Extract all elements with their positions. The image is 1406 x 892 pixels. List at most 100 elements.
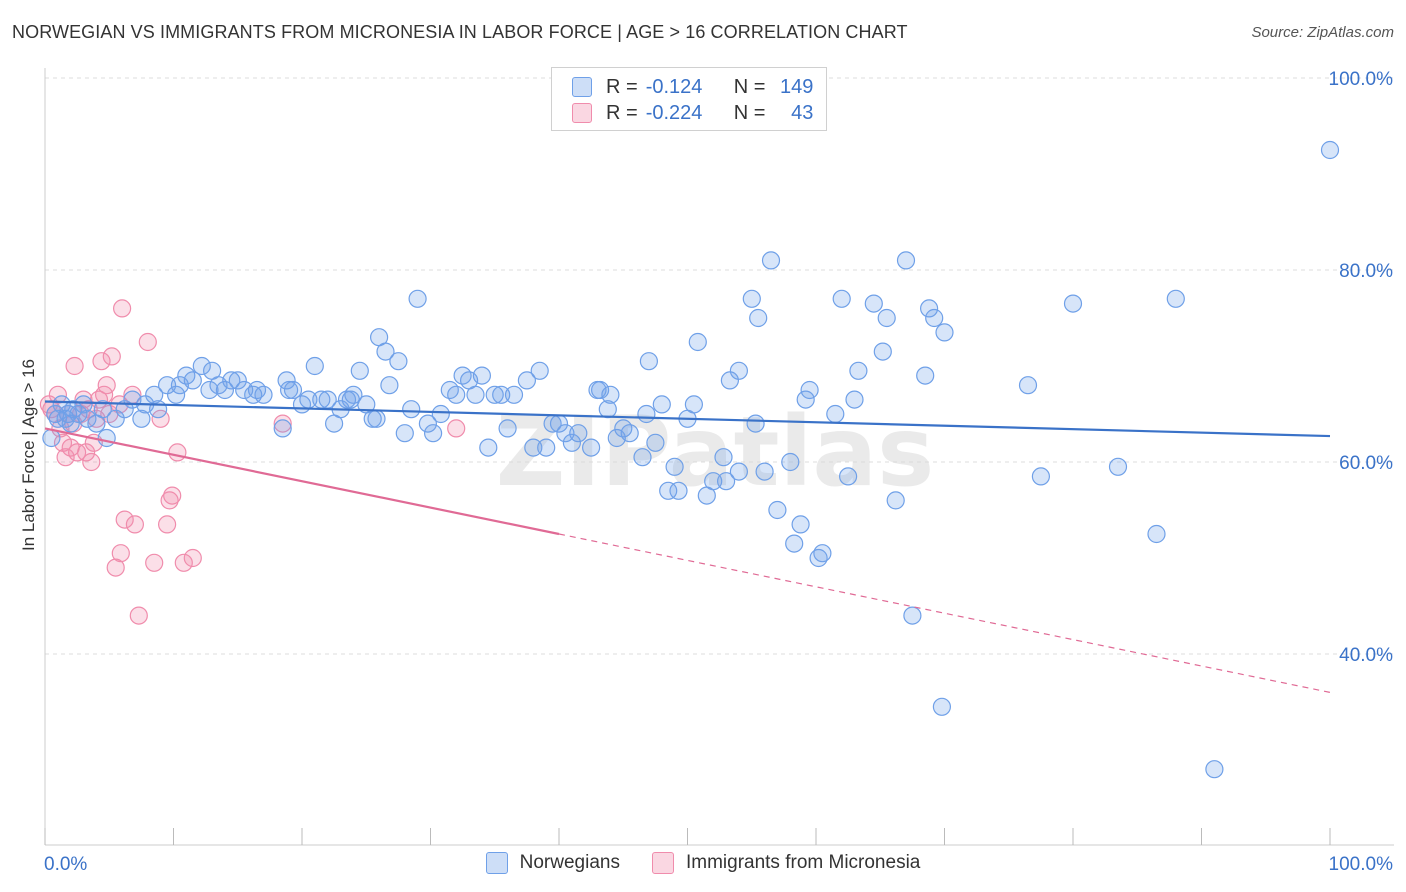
point-norwegians [367, 409, 386, 428]
grid-lines [45, 77, 1394, 655]
legend-swatch-norwegians [485, 852, 508, 874]
point-norwegians [1205, 760, 1224, 779]
point-norwegians [832, 289, 851, 308]
legend-label-norwegians: Norwegians [519, 852, 620, 873]
point-norwegians [932, 697, 952, 716]
point-micronesia [82, 452, 101, 472]
r-label: R = [606, 101, 638, 124]
point-micronesia [92, 352, 111, 371]
point-norwegians [590, 380, 610, 400]
point-norwegians [524, 438, 543, 457]
point-micronesia [168, 443, 187, 462]
point-norwegians [729, 462, 749, 481]
point-norwegians [466, 385, 485, 404]
point-norwegians [1320, 140, 1340, 160]
point-norwegians [716, 472, 736, 491]
point-norwegians [1147, 524, 1166, 544]
point-micronesia [56, 448, 75, 467]
point-norwegians [517, 371, 537, 390]
point-norwegians [796, 390, 815, 409]
point-norwegians [873, 342, 892, 361]
trend-line-norwegians [44, 400, 1331, 438]
point-norwegians [785, 534, 804, 553]
correlation-legend: R = -0.124 N = 149 R = -0.224 N = 43 [551, 67, 827, 131]
point-norwegians [620, 424, 639, 443]
point-norwegians [402, 400, 421, 419]
point-micronesia [111, 544, 130, 563]
point-norwegians [813, 544, 832, 563]
point-norwegians [192, 356, 211, 376]
point-norwegians [704, 472, 723, 491]
point-norwegians [665, 457, 684, 476]
point-norwegians [749, 308, 768, 328]
point-norwegians [78, 409, 97, 428]
point-norwegians [149, 400, 168, 419]
y-axis-label: In Labor Force | Age > 16 [19, 359, 38, 551]
point-micronesia [174, 553, 193, 572]
point-norwegians [1018, 376, 1038, 395]
point-norwegians [46, 404, 65, 424]
point-norwegians [74, 395, 93, 414]
point-norwegians [800, 380, 819, 400]
point-norwegians [418, 414, 437, 433]
point-norwegians [746, 414, 765, 433]
point-micronesia [112, 299, 132, 318]
point-norwegians [132, 409, 151, 428]
axes [44, 68, 1394, 846]
point-norwegians [215, 380, 234, 400]
point-norwegians [254, 385, 273, 404]
trend-line-micronesia-projection [558, 533, 1331, 693]
point-norwegians [761, 251, 781, 270]
point-norwegians [669, 481, 688, 500]
point-norwegians [556, 424, 575, 443]
point-norwegians [742, 289, 761, 308]
point-norwegians [167, 385, 186, 404]
point-micronesia [447, 419, 466, 438]
point-norwegians [424, 424, 443, 443]
legend-item-norwegians[interactable]: Norwegians [485, 852, 620, 874]
point-norwegians [714, 448, 733, 467]
point-norwegians [729, 361, 749, 380]
point-norwegians [222, 371, 241, 390]
point-norwegians [652, 395, 671, 414]
point-norwegians [479, 438, 498, 457]
point-norwegians [919, 299, 939, 318]
point-norwegians [376, 342, 395, 361]
point-norwegians [61, 414, 80, 433]
point-norwegians [52, 395, 71, 414]
point-norwegians [485, 385, 504, 404]
point-micronesia [160, 491, 179, 510]
point-norwegians [877, 308, 896, 328]
point-micronesia [145, 553, 164, 572]
point-norwegians [305, 356, 324, 376]
point-norwegians [389, 352, 408, 371]
point-norwegians [283, 380, 303, 400]
point-norwegians [896, 251, 916, 270]
point-norwegians [1031, 467, 1051, 486]
point-norwegians [569, 424, 588, 443]
point-norwegians [350, 361, 369, 380]
point-micronesia [65, 356, 84, 376]
x-tick-label: 0.0% [44, 854, 87, 875]
legend-item-micronesia[interactable]: Immigrants from Micronesia [651, 852, 921, 874]
legend-label-micronesia: Immigrants from Micronesia [685, 852, 921, 873]
point-norwegians [838, 467, 858, 486]
r-value: -0.124 [645, 75, 703, 98]
point-micronesia [138, 332, 157, 352]
n-value: 43 [791, 101, 814, 124]
trend-line-micronesia [44, 427, 560, 536]
point-norwegians [601, 385, 620, 404]
point-norwegians [273, 419, 292, 438]
point-norwegians [684, 395, 704, 414]
legend-swatch-micronesia [651, 852, 674, 874]
point-norwegians [228, 371, 247, 390]
point-norwegians [1166, 289, 1185, 308]
point-norwegians [408, 289, 427, 308]
point-norwegians [235, 380, 254, 400]
point-norwegians [280, 380, 299, 400]
point-micronesia [115, 510, 134, 529]
watermark: ZIPatlas [496, 396, 935, 508]
point-norwegians [395, 424, 414, 443]
point-norwegians [581, 438, 601, 457]
